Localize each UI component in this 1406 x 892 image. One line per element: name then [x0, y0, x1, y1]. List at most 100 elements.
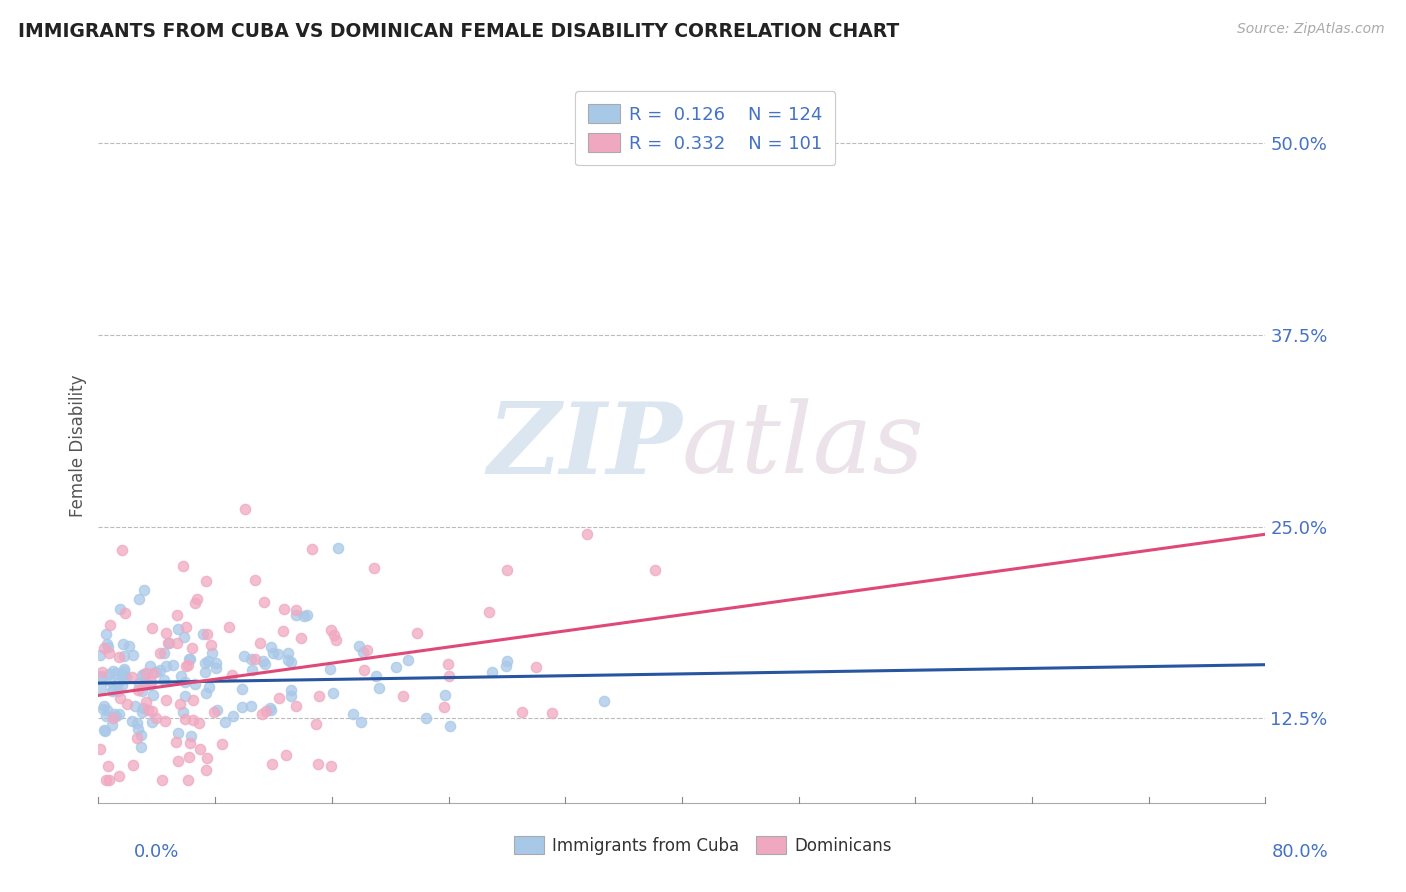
Point: [284, 699, 307, 714]
Point: [131, 667, 153, 681]
Point: [134, 674, 156, 689]
Point: [177, 772, 200, 787]
Y-axis label: Female Disability: Female Disability: [69, 375, 87, 517]
Point: [259, 701, 281, 715]
Point: [180, 729, 202, 743]
Point: [478, 606, 501, 620]
Point: [155, 693, 177, 707]
Point: [167, 622, 190, 636]
Point: [174, 659, 197, 673]
Point: [118, 639, 141, 653]
Point: [104, 665, 127, 680]
Text: ZIP: ZIP: [486, 398, 682, 494]
Point: [231, 681, 253, 696]
Point: [122, 758, 145, 772]
Point: [280, 655, 302, 669]
Point: [292, 609, 315, 624]
Point: [139, 675, 162, 690]
Point: [184, 596, 207, 610]
Point: [280, 682, 302, 697]
Point: [233, 649, 256, 664]
Point: [356, 643, 378, 657]
Point: [439, 718, 461, 732]
Legend: Immigrants from Cuba, Dominicans: Immigrants from Cuba, Dominicans: [508, 830, 898, 862]
Point: [150, 772, 173, 787]
Point: [152, 646, 174, 660]
Point: [222, 709, 245, 723]
Point: [89, 648, 111, 663]
Point: [165, 735, 187, 749]
Point: [94, 627, 117, 641]
Point: [204, 657, 226, 671]
Point: [110, 601, 132, 615]
Point: [134, 583, 156, 598]
Point: [129, 739, 152, 754]
Point: [342, 707, 364, 722]
Point: [644, 563, 666, 577]
Point: [179, 750, 201, 764]
Point: [91, 702, 114, 716]
Point: [179, 652, 201, 666]
Point: [353, 663, 375, 677]
Point: [259, 703, 281, 717]
Point: [122, 648, 145, 662]
Point: [240, 663, 263, 677]
Point: [166, 636, 188, 650]
Point: [415, 711, 437, 725]
Point: [97, 759, 120, 773]
Point: [167, 755, 190, 769]
Point: [176, 619, 198, 633]
Legend: R =  0.126    N = 124, R =  0.332    N = 101: R = 0.126 N = 124, R = 0.332 N = 101: [575, 91, 835, 165]
Point: [159, 636, 181, 650]
Point: [136, 703, 159, 717]
Point: [117, 697, 139, 711]
Point: [350, 715, 373, 730]
Point: [128, 676, 150, 690]
Point: [308, 690, 330, 704]
Point: [131, 684, 153, 698]
Point: [347, 639, 370, 653]
Point: [249, 636, 271, 650]
Point: [326, 541, 349, 556]
Point: [325, 632, 347, 647]
Point: [301, 541, 323, 556]
Point: [162, 658, 184, 673]
Point: [179, 736, 201, 750]
Point: [141, 704, 163, 718]
Point: [496, 654, 519, 668]
Point: [173, 690, 195, 704]
Point: [91, 670, 114, 684]
Point: [198, 681, 221, 695]
Point: [195, 764, 218, 778]
Point: [114, 606, 136, 620]
Point: [135, 695, 157, 709]
Point: [243, 573, 266, 587]
Point: [576, 526, 599, 541]
Point: [142, 666, 165, 681]
Point: [177, 657, 200, 672]
Point: [108, 691, 131, 706]
Point: [97, 646, 120, 660]
Point: [96, 709, 118, 723]
Point: [524, 660, 547, 674]
Point: [495, 659, 517, 673]
Point: [593, 694, 616, 708]
Point: [166, 608, 188, 623]
Point: [253, 595, 276, 609]
Point: [181, 713, 204, 727]
Point: [201, 646, 224, 660]
Point: [267, 690, 290, 705]
Text: IMMIGRANTS FROM CUBA VS DOMINICAN FEMALE DISABILITY CORRELATION CHART: IMMIGRANTS FROM CUBA VS DOMINICAN FEMALE…: [18, 22, 900, 41]
Point: [127, 722, 149, 736]
Point: [170, 669, 193, 683]
Point: [157, 636, 180, 650]
Point: [149, 646, 172, 660]
Point: [541, 706, 564, 720]
Point: [277, 646, 299, 660]
Text: 0.0%: 0.0%: [134, 843, 179, 861]
Point: [112, 664, 135, 678]
Point: [141, 714, 163, 729]
Point: [89, 742, 111, 756]
Point: [90, 669, 112, 683]
Point: [437, 657, 460, 671]
